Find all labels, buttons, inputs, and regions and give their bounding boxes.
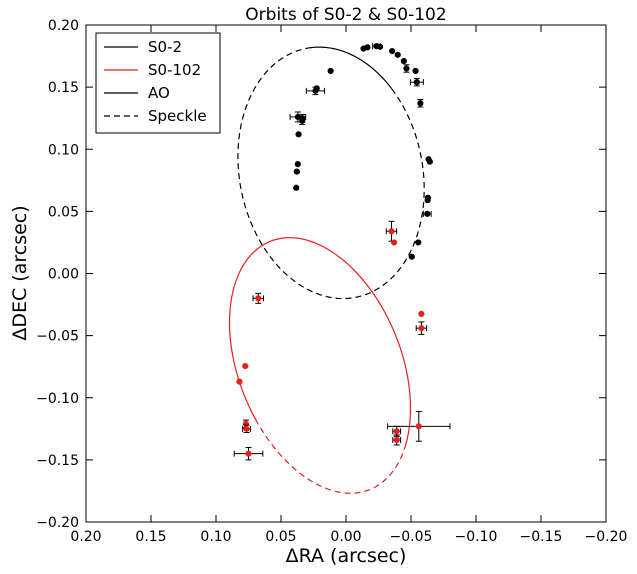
point-s0-2 — [293, 184, 300, 191]
y-tick-label: 0.00 — [48, 267, 79, 283]
point-s0-102 — [391, 239, 398, 246]
point-s0-2 — [364, 44, 371, 51]
point-s0-102 — [242, 420, 249, 427]
point-s0-102 — [393, 428, 400, 435]
plot-layer: 0.20 0.15 0.10 0.05 0.00 −0.05 −0.10 −0.15 −0.20… — [36, 18, 627, 545]
point-s0-102 — [388, 228, 395, 235]
point-s0-102 — [245, 450, 252, 457]
point-s0-2 — [413, 79, 420, 86]
legend-label: AO — [148, 84, 170, 102]
orbit-s0-102-ao — [228, 237, 412, 445]
x-tick-label: 0.05 — [265, 529, 296, 545]
y-tick-label: 0.20 — [48, 18, 79, 34]
point-s0-2 — [327, 67, 334, 75]
point-s0-102 — [418, 310, 425, 317]
point-s0-2 — [403, 65, 410, 72]
x-tick-label: 0.10 — [200, 529, 231, 545]
legend-label: Speckle — [148, 107, 207, 125]
point-s0-2 — [376, 43, 384, 50]
point-s0-102 — [255, 295, 262, 302]
point-s0-2 — [408, 253, 415, 260]
x-axis-label: ΔRA (arcsec) — [286, 545, 407, 567]
point-s0-102 — [418, 325, 425, 332]
y-tick-label: 0.05 — [48, 204, 79, 220]
point-s0-102 — [236, 378, 243, 385]
point-s0-102 — [242, 362, 249, 370]
legend-label: S0-2 — [148, 38, 182, 56]
point-s0-2 — [424, 197, 431, 204]
point-s0-102 — [393, 436, 400, 444]
point-s0-2 — [293, 168, 300, 175]
orbit-s0-102-speckle — [257, 423, 407, 494]
point-s0-2 — [295, 131, 302, 138]
chart-title: Orbits of S0-2 & S0-102 — [245, 5, 446, 25]
x-tick-label: −0.10 — [455, 529, 498, 545]
point-s0-2 — [417, 100, 424, 107]
y-axis-label: ΔDEC (arcsec) — [9, 205, 31, 340]
y-tick-label: −0.20 — [36, 515, 79, 531]
point-s0-2 — [424, 210, 431, 217]
x-tick-label: −0.15 — [520, 529, 563, 545]
y-tick-label: 0.10 — [48, 142, 79, 158]
y-tick-label: −0.10 — [36, 391, 79, 407]
point-s0-2 — [412, 67, 419, 75]
point-s0-2 — [389, 47, 396, 55]
x-tick-label: −0.05 — [390, 529, 433, 545]
legend: S0-2 S0-102 AO Speckle — [95, 32, 221, 134]
point-s0-2 — [394, 51, 401, 58]
point-s0-2 — [415, 239, 422, 246]
x-tick-label: −0.20 — [585, 529, 628, 545]
y-tick-label: −0.15 — [36, 453, 79, 469]
x-tick-label: 0.00 — [330, 529, 361, 545]
x-tick-label: 0.20 — [70, 529, 101, 545]
x-tick-label: 0.15 — [135, 529, 166, 545]
point-s0-102 — [243, 425, 250, 432]
y-tick-label: 0.15 — [48, 80, 79, 96]
orbit-s0-2-speckle — [237, 47, 425, 300]
point-s0-2 — [313, 85, 320, 92]
y-tick-label: −0.05 — [36, 329, 79, 345]
orbit-s0-2-ao — [307, 46, 393, 90]
point-s0-2 — [400, 57, 407, 65]
point-s0-102 — [415, 423, 422, 430]
point-s0-2 — [426, 158, 433, 165]
point-s0-2 — [294, 113, 301, 121]
legend-label: S0-102 — [148, 61, 201, 79]
point-s0-2 — [294, 161, 301, 168]
